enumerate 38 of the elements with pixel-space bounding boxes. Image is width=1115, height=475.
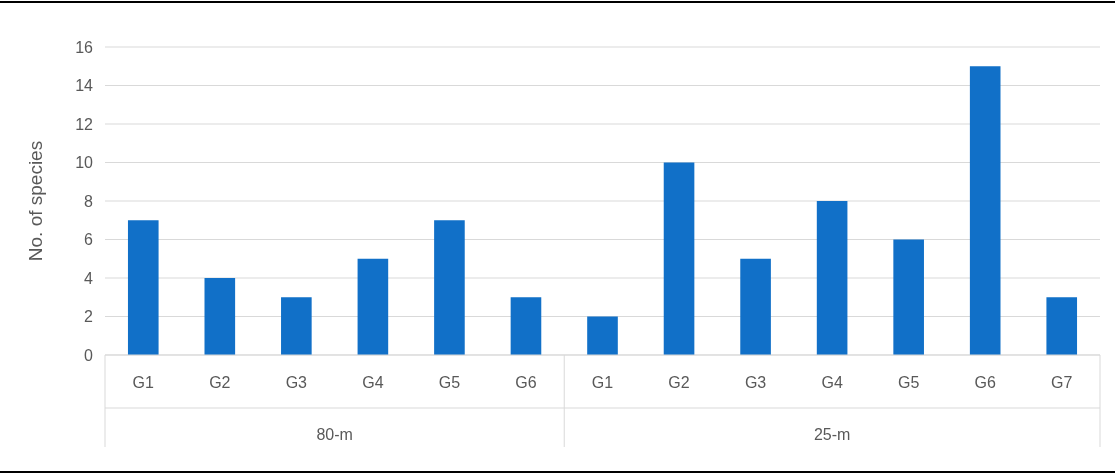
bar bbox=[434, 220, 465, 355]
y-tick-label: 8 bbox=[84, 192, 94, 210]
text: 80-m bbox=[316, 425, 353, 443]
bar bbox=[204, 278, 236, 355]
y-tick-label: 16 bbox=[75, 38, 94, 56]
x-tick-label: G4 bbox=[362, 373, 384, 391]
y-tick-label: 10 bbox=[75, 154, 94, 172]
text: 25-m bbox=[813, 425, 851, 443]
bar bbox=[510, 297, 542, 355]
y-tick-label: 14 bbox=[75, 77, 94, 95]
x-tick-label: G5 bbox=[438, 373, 461, 391]
bar bbox=[893, 239, 924, 355]
bar bbox=[127, 220, 159, 355]
x-tick-label: G2 bbox=[209, 373, 231, 391]
x-tick-label: G6 bbox=[974, 373, 996, 391]
bar bbox=[1046, 297, 1078, 355]
bar bbox=[740, 258, 771, 355]
y-tick-label: 0 bbox=[84, 346, 94, 364]
x-tick-label: G6 bbox=[515, 373, 537, 391]
y-tick-label: 4 bbox=[84, 269, 94, 287]
x-tick-label: G4 bbox=[821, 373, 843, 391]
x-tick-label: G3 bbox=[285, 373, 308, 391]
x-tick-label: G3 bbox=[744, 373, 767, 391]
y-tick-label: 2 bbox=[84, 308, 94, 326]
bar bbox=[663, 162, 695, 355]
x-tick-label: G2 bbox=[668, 373, 690, 391]
y-axis-title: No. of species bbox=[25, 140, 46, 262]
x-tick-label: G5 bbox=[897, 373, 920, 391]
bar bbox=[281, 297, 312, 355]
x-tick-label: G7 bbox=[1051, 373, 1073, 391]
x-tick-label: G1 bbox=[132, 373, 155, 391]
bar bbox=[816, 201, 848, 355]
y-tick-label: 12 bbox=[75, 115, 94, 133]
bar bbox=[969, 66, 1001, 355]
y-tick-label: 6 bbox=[84, 231, 94, 249]
bar bbox=[357, 258, 389, 355]
bar bbox=[587, 316, 618, 355]
x-tick-label: G1 bbox=[591, 373, 614, 391]
